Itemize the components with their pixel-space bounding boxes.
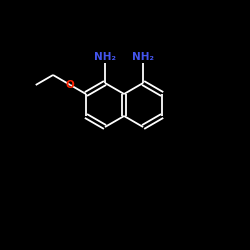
- Text: NH₂: NH₂: [132, 52, 154, 62]
- Text: NH₂: NH₂: [94, 52, 116, 62]
- Text: O: O: [66, 80, 75, 90]
